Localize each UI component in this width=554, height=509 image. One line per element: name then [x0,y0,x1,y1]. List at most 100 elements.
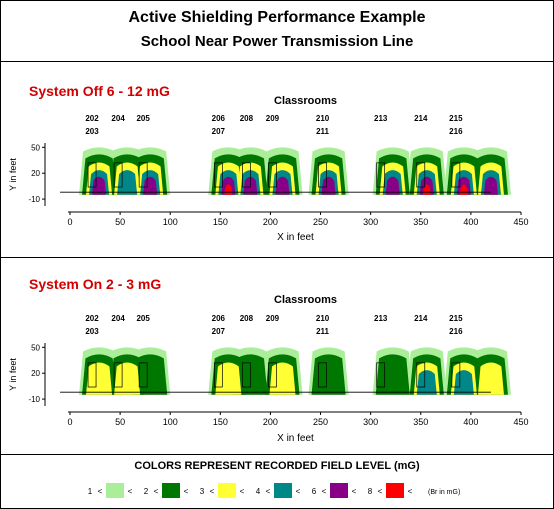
p0-room-label-6: 210 [316,114,330,123]
p1-x-tick-label-5: 250 [313,417,328,427]
legend-title: COLORS REPRESENT RECORDED FIELD LEVEL (m… [134,460,420,472]
p0-contour-band-l5-5 [275,176,290,195]
p0-room-outline-4 [242,162,251,188]
system-off-label: System Off 6 - 12 mG [29,83,170,99]
p1-room-label-5: 209 [266,314,280,323]
legend-lt-b-2: < [240,487,245,496]
p0-room-label2-9: 216 [449,127,463,136]
p0-x-tick-label-3: 150 [213,217,228,227]
p0-room-label2-0: 203 [85,127,99,136]
p0-room-label2-3: 207 [212,127,226,136]
p0-room-outline-1 [113,162,123,188]
p1-x-tick-label-6: 300 [363,417,378,427]
p0-room-outline-3 [213,162,223,188]
p1-contour-band-l2-2 [133,354,168,395]
p1-x-tick-label-1: 50 [115,417,125,427]
p1-room-label-9: 215 [449,314,463,323]
divider-middle [1,257,553,258]
p1-x-tick-label-4: 200 [263,417,278,427]
p1-room-label2-9: 216 [449,327,463,336]
p0-contour-band-l5-2 [143,176,158,195]
p0-room-outline-6 [318,162,327,188]
p1-room-outline-7 [376,362,386,388]
legend-lt-b-1: < [184,487,189,496]
p0-x-tick-label-7: 350 [413,217,428,227]
p0-x-tick-label-8: 400 [463,217,478,227]
p1-x-axis-label: X in feet [277,433,314,444]
legend-lt-a-3: < [266,487,271,496]
p1-y-axis-label: Y in feet [8,358,18,391]
p1-room-outline-6 [318,362,327,388]
legend-swatch-1 [162,483,180,498]
p1-room-label-6: 210 [316,314,330,323]
p0-room-label-5: 209 [266,114,280,123]
p1-x-tick-label-2: 100 [163,417,178,427]
legend-lt-b-3: < [296,487,301,496]
p1-room-label2-6: 211 [316,327,329,336]
legend-unit-note: (Br in mG) [428,489,460,496]
p1-contour-band-l4-8 [416,370,437,395]
legend-bound-2: 3 [200,487,205,496]
p0-panel-title: Classrooms [274,95,337,107]
p1-room-label-7: 213 [374,314,388,323]
p0-contour-band-l5-10 [483,176,498,195]
p0-x-tick-label-6: 300 [363,217,378,227]
p1-room-label-0: 202 [85,314,99,323]
p1-contour-band-l3-0 [86,362,113,395]
p0-room-label-1: 204 [111,114,125,123]
p0-x-tick-label-1: 50 [115,217,125,227]
p1-room-outline-2 [138,362,148,388]
p0-room-label-3: 206 [212,114,226,123]
p0-room-label2-6: 211 [316,127,329,136]
p0-room-label-4: 208 [240,114,254,123]
p1-panel-title: Classrooms [274,294,337,306]
p1-contour-band-l3-5 [269,362,296,395]
p1-x-tick-label-9: 450 [513,417,528,427]
p0-room-label-7: 213 [374,114,388,123]
system-on-label: System On 2 - 3 mG [29,276,162,292]
legend-lt-b-0: < [128,487,133,496]
legend-lt-b-4: < [352,487,357,496]
legend-lt-b-5: < [408,487,413,496]
legend-lt-a-0: < [98,487,103,496]
p1-room-label-4: 208 [240,314,254,323]
p0-x-axis-label: X in feet [277,232,314,243]
p1-room-label2-0: 203 [85,327,99,336]
p1-x-tick-label-7: 350 [413,417,428,427]
p0-room-outline-9 [451,162,461,188]
p1-y-tick-label-2: 50 [31,343,40,352]
legend-bound-0: 1 [88,487,93,496]
legend-lt-a-5: < [378,487,383,496]
page-subtitle: School Near Power Transmission Line [140,33,414,50]
p1-contour-band-l2-6 [311,354,346,395]
p1-room-label-8: 214 [414,314,428,323]
legend-swatch-2 [218,483,236,498]
p0-room-label-0: 202 [85,114,99,123]
p0-x-tick-label-5: 250 [313,217,328,227]
p1-x-tick-label-8: 400 [463,417,478,427]
p0-room-outline-8 [416,162,426,188]
legend-bound-1: 2 [144,487,149,496]
p1-room-outline-3 [213,362,223,388]
p0-room-outline-0 [87,162,97,188]
p0-x-tick-label-2: 100 [163,217,178,227]
p0-y-tick-label-2: 50 [31,143,40,152]
p1-room-outline-8 [416,362,426,388]
p0-contour-band-l5-0 [92,176,107,195]
page-title: Active Shielding Performance Example [128,9,426,26]
p1-contour-band-l3-10 [477,362,504,395]
legend-bound-3: 4 [256,487,261,496]
p0-room-label-2: 205 [136,114,150,123]
p1-y-tick-label-0: -10 [28,395,40,404]
p1-room-label-2: 205 [136,314,150,323]
p1-contour-band-l4-9 [453,370,474,395]
legend-swatch-3 [274,483,292,498]
legend-lt-a-4: < [322,487,327,496]
p0-room-outline-7 [376,162,386,188]
p1-room-outline-0 [87,362,97,388]
p1-room-label2-3: 207 [212,327,226,336]
p1-contour-band-l2-7 [375,354,410,395]
p0-room-label-9: 215 [449,114,463,123]
